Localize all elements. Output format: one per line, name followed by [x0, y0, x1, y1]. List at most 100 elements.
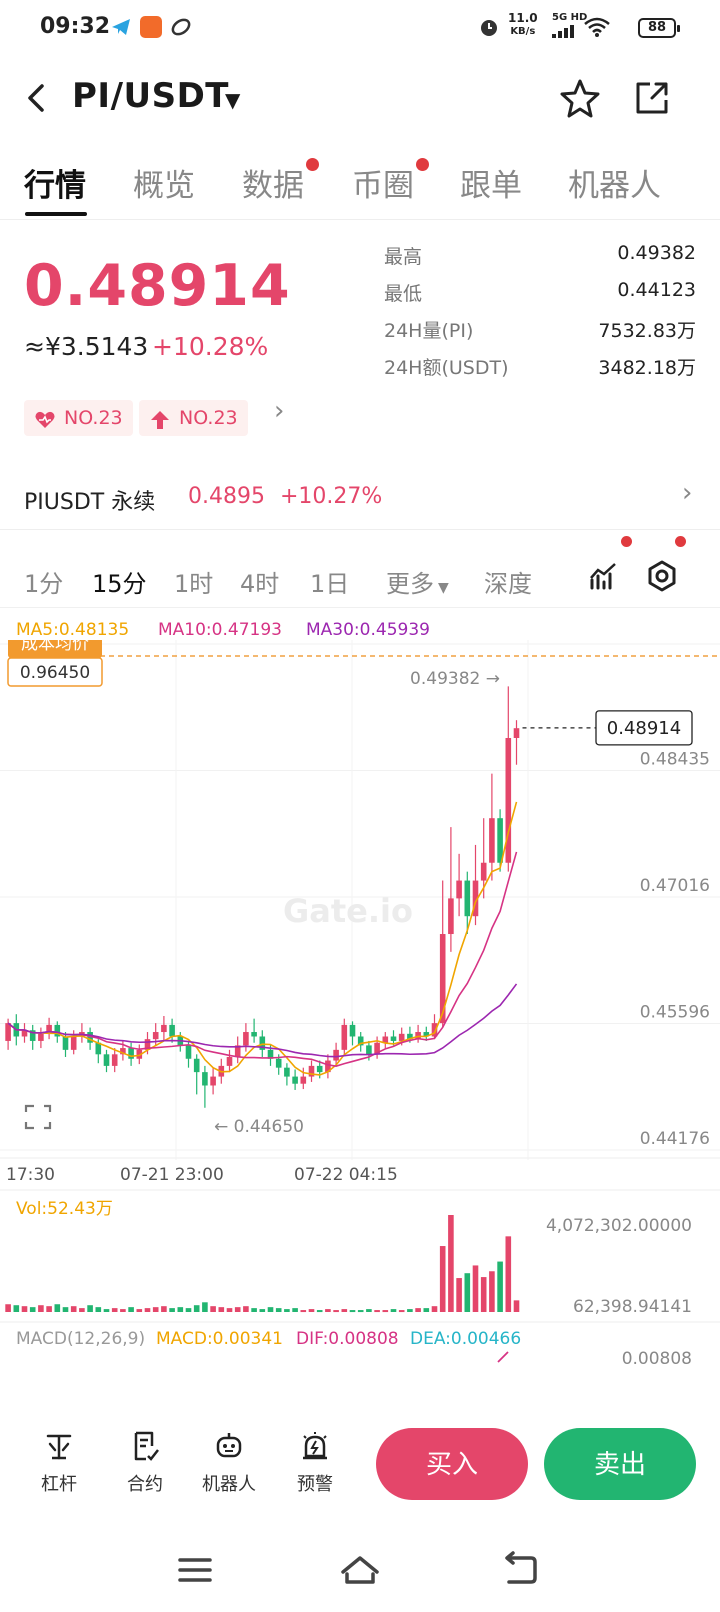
back-icon[interactable]: [22, 78, 52, 118]
volume-bar: [210, 1306, 216, 1312]
chevron-right-icon[interactable]: ›: [274, 396, 285, 426]
volume-bar: [226, 1308, 233, 1312]
volume-bar: [111, 1308, 118, 1312]
volume-bar: [398, 1310, 405, 1313]
candle-body: [62, 1036, 69, 1050]
volume-bar: [5, 1304, 11, 1312]
low-marker: ← 0.44650: [214, 1117, 304, 1137]
candle-body: [275, 1058, 282, 1068]
interval-4h[interactable]: 4时: [240, 570, 280, 598]
interval-depth[interactable]: 深度: [484, 570, 532, 598]
candle-body: [366, 1045, 372, 1055]
volume-bar: [439, 1246, 446, 1312]
caret-down-icon[interactable]: ▼: [225, 88, 241, 112]
tab-market[interactable]: 行情: [24, 168, 86, 204]
volume-label: 24H量(PI): [384, 320, 474, 342]
robot-button[interactable]: 机器人: [194, 1430, 264, 1496]
candle-body: [243, 1032, 249, 1046]
volume-bar: [366, 1309, 372, 1312]
app-notification-icon: [140, 16, 162, 38]
back-nav-icon[interactable]: [495, 1550, 545, 1590]
volume-bar: [489, 1271, 495, 1312]
last-price-tag: [595, 710, 693, 746]
candle-body: [226, 1056, 233, 1066]
pair-selector[interactable]: PI/USDT: [72, 76, 229, 116]
volume-bar: [21, 1306, 28, 1312]
tab-copy-trade[interactable]: 跟单: [460, 168, 522, 204]
volume-bar: [407, 1309, 413, 1312]
contract-button[interactable]: 合约: [110, 1430, 180, 1496]
volume-bar: [333, 1310, 339, 1313]
settings-icon[interactable]: [646, 560, 678, 592]
candle-body: [234, 1045, 241, 1057]
volume-bar: [316, 1310, 323, 1313]
interval-1h[interactable]: 1时: [174, 570, 214, 598]
perpetual-row[interactable]: PIUSDT 永续 0.4895 +10.27% ›: [0, 470, 720, 530]
rank-badge-hot[interactable]: NO.23: [24, 400, 133, 436]
cost-avg-box: [7, 657, 103, 687]
leverage-button[interactable]: 杠杆: [24, 1430, 94, 1496]
volume-bar: [464, 1273, 471, 1312]
candle-body: [415, 1032, 421, 1040]
candle-body: [259, 1036, 266, 1050]
tab-community[interactable]: 币圈: [352, 168, 414, 204]
wifi-icon: [584, 16, 610, 38]
battery-indicator: 88: [638, 18, 680, 38]
candle-body: [505, 738, 512, 863]
volume-bar: [513, 1300, 520, 1312]
candle-body: [382, 1036, 389, 1043]
volume-bar: [54, 1304, 61, 1312]
sell-button[interactable]: 卖出: [544, 1428, 696, 1500]
indicator-icon[interactable]: [588, 560, 620, 592]
interval-1d[interactable]: 1日: [310, 570, 350, 598]
candle-body: [333, 1049, 339, 1061]
star-icon[interactable]: [558, 76, 602, 120]
candle-body: [5, 1023, 11, 1041]
interval-15m[interactable]: 15分: [92, 570, 147, 598]
settings-dot: [675, 536, 686, 547]
volume-bar: [152, 1307, 159, 1312]
candle-body: [87, 1032, 93, 1043]
watermark: Gate.io: [283, 892, 413, 930]
volume-tick: 62,398.94141: [573, 1297, 692, 1317]
menu-icon[interactable]: [170, 1550, 220, 1590]
candle-body: [349, 1024, 356, 1037]
interval-more[interactable]: 更多 ▼: [386, 570, 449, 598]
high-value: 0.49382: [617, 242, 696, 264]
amount-label: 24H额(USDT): [384, 357, 509, 379]
volume-bar: [62, 1307, 69, 1312]
last-price: 0.48914: [24, 253, 291, 319]
macd-tick: 0.00808: [622, 1349, 692, 1369]
volume-bar: [29, 1307, 36, 1312]
candle-body: [456, 880, 462, 899]
volume-bar: [95, 1307, 102, 1312]
volume-bar: [415, 1308, 421, 1312]
candle-body: [472, 880, 479, 917]
volume-bar: [243, 1306, 249, 1312]
kline-chart[interactable]: 0.49855 0.48435 0.47016 0.45596 0.44176 Gate.…: [0, 640, 720, 1390]
volume-bar: [161, 1306, 167, 1312]
home-icon[interactable]: [335, 1550, 385, 1590]
x-tick-label: 17:30: [6, 1165, 55, 1185]
alert-button[interactable]: 预警: [280, 1430, 350, 1496]
volume-bar: [341, 1309, 348, 1312]
candle-body: [128, 1048, 134, 1059]
volume-bar: [480, 1277, 487, 1312]
network-type: 5G HD: [552, 12, 587, 38]
buy-button[interactable]: 买入: [376, 1428, 528, 1500]
share-icon[interactable]: [630, 76, 674, 120]
volume-bar: [382, 1310, 389, 1313]
interval-1m[interactable]: 1分: [24, 570, 64, 598]
tab-robot[interactable]: 机器人: [568, 168, 661, 204]
volume-bar: [300, 1310, 307, 1313]
candle-body: [439, 934, 446, 1024]
candle-body: [325, 1060, 331, 1073]
tab-overview[interactable]: 概览: [133, 168, 195, 204]
candle-body: [251, 1032, 257, 1037]
low-label: 最低: [384, 283, 423, 305]
tab-data[interactable]: 数据: [242, 168, 304, 204]
candle-body: [267, 1049, 274, 1059]
candle-body: [29, 1030, 36, 1041]
macd-value: MACD:0.00341: [156, 1329, 283, 1349]
rank-badge-gainer[interactable]: NO.23: [139, 400, 248, 436]
